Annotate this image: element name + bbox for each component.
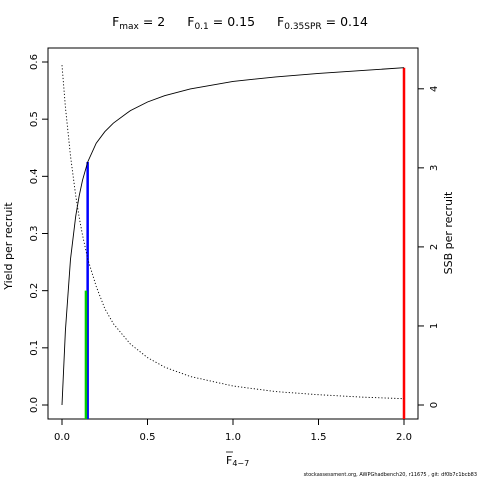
y-tick-label: 0.2: [29, 283, 40, 299]
chart-title: Fmax = 2 F0.1 = 0.15 F0.35SPR = 0.14: [0, 14, 480, 32]
x-tick-label: 0.5: [140, 432, 156, 443]
y-axis-left: 0.0 0.1 0.2 0.3 0.4 0.5 0.6: [29, 54, 49, 413]
x-axis: 0.0 0.5 1.0 1.5 2.0: [54, 418, 412, 443]
x-tick-label: 1.0: [225, 432, 241, 443]
y-tick-label: 0.6: [29, 54, 40, 70]
y-tick-label: 0.0: [29, 397, 40, 413]
y-tick-label: 0.5: [29, 111, 40, 127]
x-tick-label: 0.0: [54, 432, 70, 443]
y2-tick-label: 2: [429, 244, 440, 250]
y2-axis-label: SSB per recruit: [442, 191, 455, 274]
series-group: [61, 65, 405, 406]
x-tick-label: 2.0: [396, 432, 412, 443]
y-tick-label: 0.3: [29, 226, 40, 242]
y2-tick-label: 1: [429, 323, 440, 329]
reference-lines: [84, 67, 406, 419]
title-fspr: F0.35SPR = 0.14: [277, 14, 368, 32]
x-axis-label: F4−7: [226, 454, 249, 468]
y2-tick-label: 0: [429, 402, 440, 408]
y2-tick-label: 4: [429, 86, 440, 92]
ssb-per-recruit-line: [61, 65, 405, 400]
title-fmax: Fmax = 2: [112, 14, 166, 32]
y-axis-right: 0 1 2 3 4: [417, 86, 440, 408]
plot-frame: [47, 47, 419, 420]
y-tick-label: 0.4: [29, 168, 40, 184]
yield-per-recruit-line: [61, 67, 405, 406]
footer-note: stockassessment.org, AWPGhadbench20, r11…: [303, 472, 477, 478]
x-tick-label: 1.5: [311, 432, 327, 443]
y-tick-label: 0.1: [29, 340, 40, 356]
title-f01: F0.1 = 0.15: [187, 14, 256, 32]
y-axis-label: Yield per recruit: [2, 202, 15, 291]
y2-tick-label: 3: [429, 165, 440, 171]
